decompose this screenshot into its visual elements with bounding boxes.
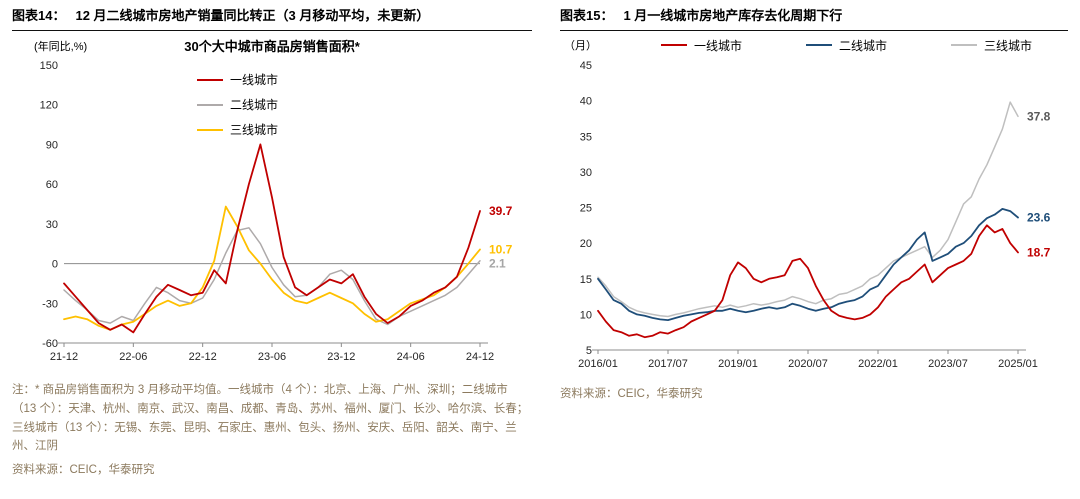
figure14-header: 图表14： 12 月二线城市房地产销量同比转正（3 月移动平均，未更新） bbox=[12, 8, 532, 32]
legend-item: 一线城市 bbox=[661, 37, 742, 54]
y-axis-tick-label: 150 bbox=[40, 60, 58, 72]
series-line bbox=[63, 227, 481, 326]
x-axis-tick-label: 2023/07 bbox=[928, 358, 968, 370]
end-value-label: 18.7 bbox=[1027, 246, 1051, 260]
x-axis-tick-label: 2025/01 bbox=[998, 358, 1038, 370]
x-axis-tick-label: 24-12 bbox=[466, 351, 494, 363]
end-value-label: 2.1 bbox=[489, 257, 506, 271]
x-axis-tick-label: 23-06 bbox=[258, 351, 286, 363]
legend-label: 一线城市 bbox=[694, 38, 743, 53]
figure15-header-label: 图表15： bbox=[560, 8, 614, 23]
figure15-source: 资料来源：CEIC，华泰研究 bbox=[560, 388, 703, 401]
legend-item: 二线城市 bbox=[197, 96, 278, 113]
end-value-label: 39.7 bbox=[489, 204, 513, 218]
y-axis-tick-label: 15 bbox=[580, 274, 592, 286]
legend-swatch bbox=[661, 44, 687, 47]
x-axis-tick-label: 2017/07 bbox=[648, 358, 688, 370]
legend-item: 一线城市 bbox=[197, 71, 278, 88]
y-axis-tick-label: 30 bbox=[46, 219, 58, 231]
end-value-label: 10.7 bbox=[489, 243, 513, 257]
x-axis-tick-label: 22-12 bbox=[189, 351, 217, 363]
legend-label: 三线城市 bbox=[984, 38, 1033, 53]
x-axis-tick-label: 2019/01 bbox=[718, 358, 758, 370]
y-axis-tick-label: -60 bbox=[42, 338, 58, 350]
figure14-legend: 一线城市二线城市三线城市 bbox=[197, 71, 278, 138]
end-value-label: 37.8 bbox=[1027, 110, 1051, 124]
figure14-chart: (年同比,%) 30个大中城市商品房销售面积* 一线城市二线城市三线城市 150… bbox=[12, 35, 532, 369]
y-axis-tick-label: 5 bbox=[586, 345, 592, 357]
figure15-panel: 图表15： 1 月一线城市房地产库存去化周期下行 （月） 一线城市 二线城市 三线城市… bbox=[560, 8, 1068, 401]
figure15-legend: （月） 一线城市 二线城市 三线城市 bbox=[560, 35, 1068, 55]
figure14-chart-head: (年同比,%) 30个大中城市商品房销售面积* bbox=[12, 35, 532, 55]
figure14-y-axis-unit: (年同比,%) bbox=[34, 41, 88, 54]
y-axis-tick-label: 30 bbox=[580, 167, 592, 179]
figure15-y-axis-unit: （月） bbox=[564, 40, 597, 53]
y-axis-tick-label: 35 bbox=[580, 132, 592, 144]
y-axis-tick-label: 45 bbox=[580, 60, 592, 72]
figure14-header-label: 图表14： bbox=[12, 8, 66, 23]
figure15-header: 图表15： 1 月一线城市房地产库存去化周期下行 bbox=[560, 8, 1068, 32]
y-axis-tick-label: 60 bbox=[46, 179, 58, 191]
legend-swatch bbox=[197, 78, 223, 81]
series-line bbox=[597, 208, 1019, 322]
x-axis-tick-label: 2020/07 bbox=[788, 358, 828, 370]
x-axis-tick-label: 22-06 bbox=[119, 351, 147, 363]
y-axis-tick-label: 10 bbox=[580, 310, 592, 322]
legend-swatch bbox=[806, 44, 833, 47]
figure14-note: 注：* 商品房销售面积为 3 月移动平均值。一线城市（4 个）：北京、上海、广州… bbox=[12, 384, 529, 453]
y-axis-tick-label: -30 bbox=[42, 299, 58, 311]
x-axis-tick-label: 24-06 bbox=[397, 351, 425, 363]
legend-label: 二线城市 bbox=[839, 38, 888, 53]
y-axis-tick-label: 0 bbox=[52, 259, 58, 271]
x-axis-tick-label: 2022/01 bbox=[858, 358, 898, 370]
series-line bbox=[63, 205, 481, 331]
legend-swatch bbox=[197, 128, 223, 131]
y-axis-tick-label: 25 bbox=[580, 203, 592, 215]
x-axis-tick-label: 23-12 bbox=[327, 351, 355, 363]
legend-item: 二线城市 bbox=[806, 37, 887, 54]
legend-item: 三线城市 bbox=[951, 37, 1032, 54]
x-axis-tick-label: 2016/01 bbox=[578, 358, 618, 370]
series-line bbox=[597, 101, 1019, 318]
legend-label: 二线城市 bbox=[230, 98, 279, 113]
legend-item: 三线城市 bbox=[197, 121, 278, 138]
legend-label: 三线城市 bbox=[230, 123, 279, 138]
series-line bbox=[63, 143, 481, 334]
x-axis-tick-label: 21-12 bbox=[50, 351, 78, 363]
figure14-panel: 图表14： 12 月二线城市房地产销量同比转正（3 月移动平均，未更新） (年同比… bbox=[12, 8, 532, 477]
figure15-header-title: 1 月一线城市房地产库存去化周期下行 bbox=[623, 8, 843, 23]
y-axis-tick-label: 20 bbox=[580, 238, 592, 250]
y-axis-tick-label: 40 bbox=[580, 96, 592, 108]
figure14-source: 资料来源：CEIC，华泰研究 bbox=[12, 463, 155, 476]
figure14-header-title: 12 月二线城市房地产销量同比转正（3 月移动平均，未更新） bbox=[75, 8, 430, 23]
legend-label: 一线城市 bbox=[230, 73, 279, 88]
y-axis-tick-label: 90 bbox=[46, 140, 58, 152]
y-axis-tick-label: 120 bbox=[40, 100, 58, 112]
figure14-chart-title: 30个大中城市商品房销售面积* bbox=[184, 39, 360, 55]
figure15-chart: （月） 一线城市 二线城市 三线城市 45 40 35 30 25 20 15 10 5 2016/0… bbox=[560, 35, 1068, 373]
series-line bbox=[597, 224, 1019, 339]
legend-swatch bbox=[197, 103, 223, 106]
legend-swatch bbox=[951, 44, 978, 47]
end-value-label: 23.6 bbox=[1027, 211, 1051, 225]
